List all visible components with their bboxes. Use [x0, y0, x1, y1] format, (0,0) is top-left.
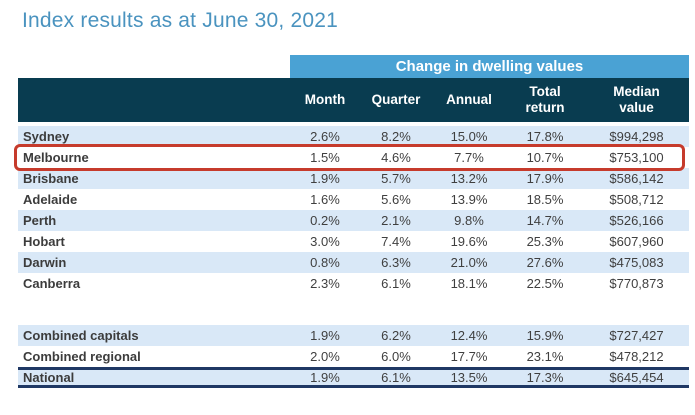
cell-total-return: 17.9%: [526, 171, 564, 186]
column-header-blank: [18, 78, 290, 122]
table-row-perth: Perth 0.2% 2.1% 9.8% 14.7% $526,166: [18, 210, 689, 231]
cell-month: 3.0%: [310, 234, 340, 249]
cell-annual: 12.4%: [450, 328, 488, 343]
cell-median-value: $753,100: [609, 150, 664, 165]
cell-total-return: 14.7%: [526, 213, 564, 228]
group-header-band: Change in dwelling values: [290, 55, 689, 78]
row-label: Combined capitals: [23, 328, 139, 343]
cell-quarter: 5.7%: [381, 171, 411, 186]
cell-quarter: 7.4%: [381, 234, 411, 249]
cell-median-value: $770,873: [609, 276, 664, 291]
cell-quarter: 8.2%: [381, 129, 411, 144]
cell-annual: 21.0%: [450, 255, 488, 270]
cell-annual: 19.6%: [450, 234, 488, 249]
page-title: Index results as at June 30, 2021: [22, 9, 338, 32]
row-label: Sydney: [23, 129, 70, 144]
cell-median-value: $586,142: [609, 171, 664, 186]
cell-total-return: 15.9%: [526, 328, 564, 343]
cell-month: 2.6%: [310, 129, 340, 144]
cell-month: 0.8%: [310, 255, 340, 270]
cell-quarter: 6.1%: [381, 276, 411, 291]
cell-total-return: 17.3%: [526, 370, 564, 385]
table-row-national: National 1.9% 6.1% 13.5% 17.3% $645,454: [18, 367, 689, 388]
cell-month: 1.9%: [310, 171, 340, 186]
table-row-darwin: Darwin 0.8% 6.3% 21.0% 27.6% $475,083: [18, 252, 689, 273]
cell-month: 2.0%: [310, 349, 340, 364]
cell-total-return: 22.5%: [526, 276, 564, 291]
row-label: Darwin: [23, 255, 67, 270]
cell-median-value: $607,960: [609, 234, 664, 249]
column-header-quarter: Quarter: [371, 92, 421, 108]
cell-annual: 13.2%: [450, 171, 488, 186]
cell-annual: 18.1%: [450, 276, 488, 291]
cell-median-value: $508,712: [609, 192, 664, 207]
table-row-combined-capitals: Combined capitals 1.9% 6.2% 12.4% 15.9% …: [18, 325, 689, 346]
section-gap: [18, 294, 689, 325]
cell-annual: 15.0%: [450, 129, 488, 144]
cell-month: 2.3%: [310, 276, 340, 291]
cell-total-return: 10.7%: [526, 150, 564, 165]
table-row-melbourne: Melbourne 1.5% 4.6% 7.7% 10.7% $753,100: [14, 144, 689, 171]
row-label: Combined regional: [23, 349, 141, 364]
table-row-hobart: Hobart 3.0% 7.4% 19.6% 25.3% $607,960: [18, 231, 689, 252]
cell-median-value: $645,454: [609, 370, 664, 385]
row-label: Brisbane: [23, 171, 79, 186]
column-header-annual: Annual: [446, 92, 492, 108]
column-header-total-return-label: Total return: [525, 84, 565, 115]
cell-quarter: 2.1%: [381, 213, 411, 228]
cell-median-value: $475,083: [609, 255, 664, 270]
column-header-median-value: Median value: [584, 78, 689, 122]
dwelling-values-table: Change in dwelling values Month Quarter …: [14, 55, 689, 388]
cell-quarter: 6.1%: [381, 370, 411, 385]
table-row-sydney: Sydney 2.6% 8.2% 15.0% 17.8% $994,298: [18, 126, 689, 147]
cell-total-return: 17.8%: [526, 129, 564, 144]
cell-median-value: $727,427: [609, 328, 664, 343]
cell-total-return: 18.5%: [526, 192, 564, 207]
cell-median-value: $526,166: [609, 213, 664, 228]
cell-median-value: $478,212: [609, 349, 664, 364]
column-header-total-return: Total return: [506, 78, 584, 122]
cell-annual: 7.7%: [454, 150, 484, 165]
row-label: Canberra: [23, 276, 81, 291]
cell-month: 1.9%: [310, 328, 340, 343]
row-label: Hobart: [23, 234, 65, 249]
cell-annual: 13.9%: [450, 192, 488, 207]
cell-month: 1.9%: [310, 370, 340, 385]
row-label: Melbourne: [23, 150, 89, 165]
cell-month: 1.5%: [310, 150, 340, 165]
table-row-canberra: Canberra 2.3% 6.1% 18.1% 22.5% $770,873: [18, 273, 689, 294]
column-header-median-value-label: Median value: [613, 84, 660, 115]
column-header-row: Month Quarter Annual Total return Median…: [18, 78, 689, 122]
cell-month: 1.6%: [310, 192, 340, 207]
cell-quarter: 5.6%: [381, 192, 411, 207]
row-label: Adelaide: [23, 192, 78, 207]
cell-quarter: 6.3%: [381, 255, 411, 270]
cell-month: 0.2%: [310, 213, 340, 228]
cell-annual: 13.5%: [450, 370, 488, 385]
cell-quarter: 6.2%: [381, 328, 411, 343]
cell-quarter: 4.6%: [381, 150, 411, 165]
table-row-adelaide: Adelaide 1.6% 5.6% 13.9% 18.5% $508,712: [18, 189, 689, 210]
cell-median-value: $994,298: [609, 129, 664, 144]
cell-total-return: 25.3%: [526, 234, 564, 249]
cell-total-return: 27.6%: [526, 255, 564, 270]
cell-annual: 9.8%: [454, 213, 484, 228]
table-row-brisbane: Brisbane 1.9% 5.7% 13.2% 17.9% $586,142: [18, 168, 689, 189]
row-label: National: [23, 370, 75, 385]
row-label: Perth: [23, 213, 57, 228]
cell-quarter: 6.0%: [381, 349, 411, 364]
cell-total-return: 23.1%: [526, 349, 564, 364]
cell-annual: 17.7%: [450, 349, 488, 364]
table-row-combined-regional: Combined regional 2.0% 6.0% 17.7% 23.1% …: [18, 346, 689, 367]
column-header-month: Month: [304, 92, 346, 108]
